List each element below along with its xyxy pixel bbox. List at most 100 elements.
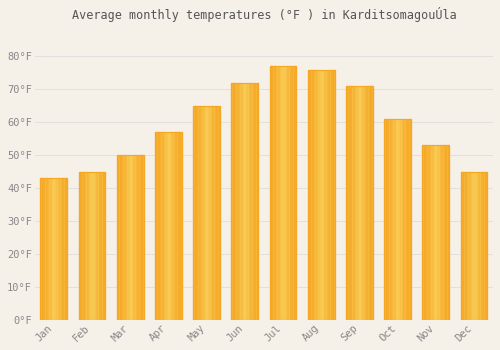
Bar — [444, 145, 445, 320]
Bar — [330, 70, 332, 320]
Bar — [292, 66, 294, 320]
Bar — [464, 172, 466, 320]
Bar — [384, 119, 411, 320]
Bar — [436, 145, 437, 320]
Bar — [197, 106, 198, 320]
Bar — [429, 145, 430, 320]
Bar — [392, 119, 394, 320]
Bar — [196, 106, 197, 320]
Bar — [470, 172, 472, 320]
Bar — [212, 106, 214, 320]
Bar — [422, 145, 449, 320]
Bar — [66, 178, 67, 320]
Bar — [384, 119, 386, 320]
Bar — [434, 145, 436, 320]
Bar — [437, 145, 438, 320]
Bar — [333, 70, 334, 320]
Bar — [291, 66, 292, 320]
Bar — [482, 172, 484, 320]
Bar — [313, 70, 314, 320]
Bar — [51, 178, 52, 320]
Bar — [78, 172, 80, 320]
Bar — [122, 155, 124, 320]
Bar — [92, 172, 94, 320]
Bar — [326, 70, 328, 320]
Bar — [271, 66, 272, 320]
Bar — [329, 70, 330, 320]
Bar — [402, 119, 403, 320]
Bar — [316, 70, 317, 320]
Bar — [257, 83, 258, 320]
Bar — [174, 132, 175, 320]
Bar — [364, 86, 366, 320]
Bar — [272, 66, 274, 320]
Bar — [244, 83, 245, 320]
Bar — [104, 172, 106, 320]
Bar — [400, 119, 402, 320]
Bar — [362, 86, 364, 320]
Bar — [254, 83, 256, 320]
Bar — [398, 119, 399, 320]
Bar — [60, 178, 62, 320]
Bar — [138, 155, 140, 320]
Bar — [324, 70, 325, 320]
Bar — [48, 178, 50, 320]
Bar — [90, 172, 92, 320]
Title: Average monthly temperatures (°F ) in KarditsomagouÚla: Average monthly temperatures (°F ) in Ka… — [72, 7, 456, 22]
Bar — [180, 132, 182, 320]
Bar — [62, 178, 63, 320]
Bar — [290, 66, 291, 320]
Bar — [126, 155, 128, 320]
Bar — [308, 70, 309, 320]
Bar — [256, 83, 257, 320]
Bar — [253, 83, 254, 320]
Bar — [276, 66, 278, 320]
Bar — [322, 70, 324, 320]
Bar — [64, 178, 66, 320]
Bar — [356, 86, 358, 320]
Bar — [201, 106, 202, 320]
Bar — [88, 172, 90, 320]
Bar — [441, 145, 442, 320]
Bar — [288, 66, 290, 320]
Bar — [155, 132, 156, 320]
Bar — [46, 178, 47, 320]
Bar — [332, 70, 333, 320]
Bar — [284, 66, 286, 320]
Bar — [438, 145, 440, 320]
Bar — [163, 132, 164, 320]
Bar — [283, 66, 284, 320]
Bar — [141, 155, 142, 320]
Bar — [44, 178, 46, 320]
Bar — [194, 106, 196, 320]
Bar — [121, 155, 122, 320]
Bar — [56, 178, 58, 320]
Bar — [462, 172, 464, 320]
Bar — [80, 172, 82, 320]
Bar — [354, 86, 356, 320]
Bar — [125, 155, 126, 320]
Bar — [118, 155, 120, 320]
Bar — [308, 70, 334, 320]
Bar — [280, 66, 281, 320]
Bar — [321, 70, 322, 320]
Bar — [245, 83, 246, 320]
Bar — [468, 172, 470, 320]
Bar — [98, 172, 100, 320]
Bar — [50, 178, 51, 320]
Bar — [403, 119, 404, 320]
Bar — [162, 132, 163, 320]
Bar — [445, 145, 446, 320]
Bar — [218, 106, 220, 320]
Bar — [208, 106, 210, 320]
Bar — [474, 172, 476, 320]
Bar — [390, 119, 391, 320]
Bar — [440, 145, 441, 320]
Bar — [40, 178, 42, 320]
Bar — [96, 172, 98, 320]
Bar — [460, 172, 462, 320]
Bar — [370, 86, 372, 320]
Bar — [352, 86, 354, 320]
Bar — [358, 86, 360, 320]
Bar — [78, 172, 106, 320]
